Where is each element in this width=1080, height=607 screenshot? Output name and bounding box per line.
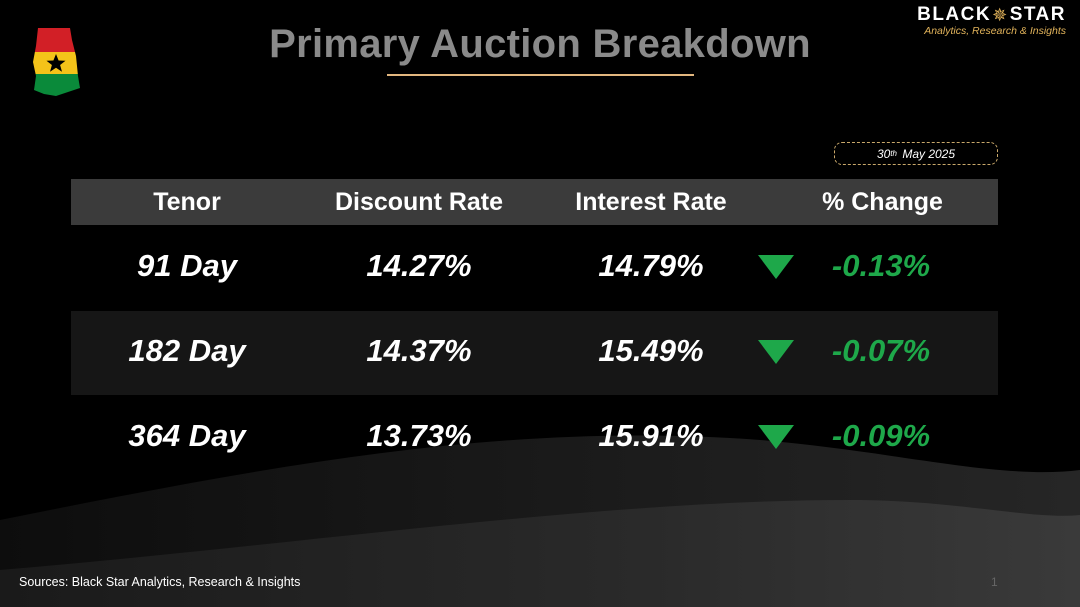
date-day: 30 xyxy=(876,146,891,161)
page-title: Primary Auction Breakdown xyxy=(269,22,811,66)
header-discount-rate: Discount Rate xyxy=(334,187,504,216)
discount-rate-cell: 13.73% xyxy=(366,418,472,453)
page-number: 1 xyxy=(991,575,998,589)
tenor-cell: 91 Day xyxy=(137,248,237,283)
down-triangle-icon xyxy=(758,255,794,279)
header-tenor: Tenor xyxy=(153,187,221,216)
table-header: Tenor Discount Rate Interest Rate % Chan… xyxy=(71,179,998,225)
title-underline xyxy=(387,74,694,76)
table-row: 91 Day 14.27% 14.79% -0.13% xyxy=(71,226,998,310)
brand-name-left: BLACK xyxy=(917,4,992,25)
date-month-year: May 2025 xyxy=(902,146,956,161)
header-percent-change: % Change xyxy=(822,187,943,216)
percent-change-cell: -0.09% xyxy=(831,418,931,453)
star-icon: ✵ xyxy=(992,4,1009,25)
discount-rate-cell: 14.37% xyxy=(366,333,472,368)
table-row: 182 Day 14.37% 15.49% -0.07% xyxy=(71,311,998,395)
discount-rate-cell: 14.27% xyxy=(366,248,472,283)
interest-rate-cell: 14.79% xyxy=(598,248,704,283)
brand-name: BLACK ✵ STAR xyxy=(917,4,1066,26)
date-suffix: th xyxy=(890,149,897,158)
interest-rate-cell: 15.91% xyxy=(598,418,704,453)
brand-tagline: Analytics, Research & Insights xyxy=(924,25,1066,37)
tenor-cell: 182 Day xyxy=(128,333,246,368)
header-interest-rate: Interest Rate xyxy=(575,187,727,216)
percent-change-cell: -0.07% xyxy=(831,333,931,368)
tenor-cell: 364 Day xyxy=(128,418,246,453)
down-triangle-icon xyxy=(758,425,794,449)
ghana-flag-map-icon xyxy=(33,28,80,96)
brand-logo: BLACK ✵ STAR Analytics, Research & Insig… xyxy=(917,4,1066,37)
interest-rate-cell: 15.49% xyxy=(598,333,704,368)
down-triangle-icon xyxy=(758,340,794,364)
table-row: 364 Day 13.73% 15.91% -0.09% xyxy=(71,396,998,480)
percent-change-cell: -0.13% xyxy=(831,248,931,283)
source-note: Sources: Black Star Analytics, Research … xyxy=(19,575,301,589)
brand-name-right: STAR xyxy=(1009,4,1066,25)
